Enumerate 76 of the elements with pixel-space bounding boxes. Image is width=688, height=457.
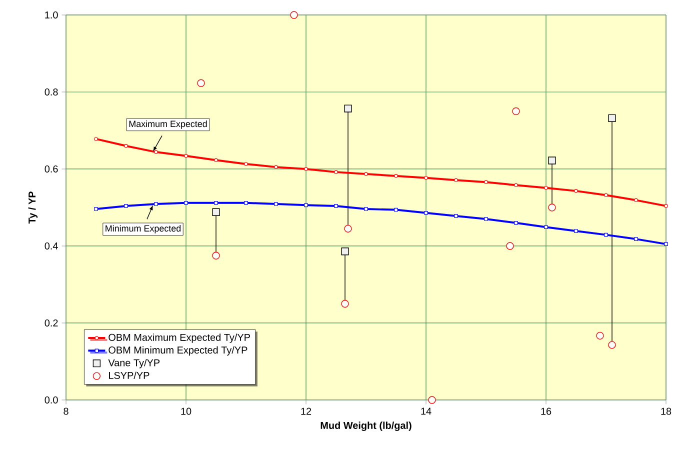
y-axis-title: Ty / YP xyxy=(28,192,38,224)
point xyxy=(184,154,188,158)
point xyxy=(548,204,556,212)
y-tick-label: 0.4 xyxy=(44,242,58,250)
point xyxy=(424,176,428,180)
point xyxy=(344,104,352,112)
point xyxy=(94,207,98,211)
point xyxy=(344,224,352,232)
point xyxy=(608,114,616,122)
point xyxy=(548,156,556,164)
point xyxy=(290,11,298,19)
annotation: Minimum Expected xyxy=(106,224,181,234)
point xyxy=(544,225,548,230)
legend-label: LSYP/YP xyxy=(109,372,150,379)
point xyxy=(184,200,188,205)
point xyxy=(484,180,488,184)
point xyxy=(214,158,218,162)
point xyxy=(304,167,308,171)
point xyxy=(212,252,220,260)
point xyxy=(341,248,349,256)
y-tick-label: 0.6 xyxy=(44,165,58,173)
point xyxy=(394,208,398,212)
point xyxy=(124,204,128,208)
legend-label: OBM Minimum Expected Ty/YP xyxy=(108,346,248,356)
point xyxy=(244,200,248,205)
point xyxy=(274,202,278,206)
point xyxy=(334,204,338,208)
point xyxy=(604,232,608,237)
legend-label: OBM Maximum Expected Ty/YP xyxy=(108,334,250,343)
point xyxy=(514,220,518,225)
point xyxy=(608,341,616,349)
point xyxy=(634,237,638,241)
annotation: Maximum Expected xyxy=(129,120,207,129)
point xyxy=(454,178,458,182)
point xyxy=(244,162,248,166)
point xyxy=(154,150,158,154)
point xyxy=(274,165,278,169)
point xyxy=(428,396,436,404)
x-tick-label: 12 xyxy=(301,408,312,415)
point xyxy=(664,242,668,246)
x-tick-label: 10 xyxy=(181,408,192,415)
point xyxy=(634,198,638,202)
point xyxy=(197,79,205,87)
point xyxy=(484,217,488,221)
point xyxy=(124,144,128,148)
point xyxy=(424,210,428,215)
x-tick-label: 16 xyxy=(541,408,552,415)
point xyxy=(94,137,98,141)
point xyxy=(341,300,349,308)
point xyxy=(512,107,520,116)
y-tick-label: 0.8 xyxy=(44,88,58,96)
x-axis-title: Mud Weight (lb/gal) xyxy=(320,422,412,431)
y-tick-label: 0.2 xyxy=(44,319,58,327)
point xyxy=(574,189,578,193)
point xyxy=(514,183,518,188)
x-tick-label: 8 xyxy=(64,408,68,415)
point xyxy=(304,203,308,208)
point xyxy=(506,242,514,250)
x-tick-label: 18 xyxy=(661,408,672,415)
point xyxy=(664,204,668,208)
point xyxy=(364,207,368,211)
point xyxy=(214,200,218,205)
point xyxy=(596,332,604,340)
point xyxy=(544,186,548,190)
point xyxy=(154,202,158,206)
point xyxy=(454,214,458,218)
point xyxy=(394,174,398,178)
point xyxy=(604,193,608,198)
legend-label: Vane Ty/YP xyxy=(108,358,160,368)
y-tick-label: 0.0 xyxy=(44,396,58,404)
point xyxy=(212,208,220,216)
x-tick-label: 14 xyxy=(421,408,432,415)
point xyxy=(364,172,368,176)
y-tick-label: 1.0 xyxy=(45,11,58,19)
point xyxy=(574,229,578,233)
point xyxy=(334,170,338,174)
